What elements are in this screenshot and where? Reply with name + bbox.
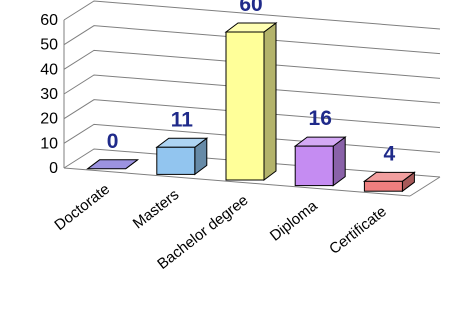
bar-front [156,146,196,175]
y-tick-label: 60 [40,12,58,29]
bar [224,22,278,181]
gridline [63,74,441,104]
data-labels: 0 11 60 16 4 [107,0,396,165]
gridline [63,49,441,79]
data-label: 0 [107,130,119,153]
bar-front [225,31,265,181]
bar-side [263,22,277,181]
y-axis-ticks: 0 10 20 30 40 50 60 [40,12,58,177]
bars [86,22,416,193]
category-label: Doctorate [51,181,113,234]
data-label: 4 [384,142,396,165]
y-tick-label: 30 [40,86,58,103]
gridline [63,25,441,55]
y-tick-label: 50 [40,37,58,54]
bar [86,159,140,170]
y-tick-label: 40 [40,61,58,78]
floor-right-edge [409,176,441,197]
gridline [63,99,441,129]
gridlines [63,0,441,197]
category-label: Masters [130,186,183,232]
bar-front [363,180,403,192]
data-label: 60 [239,0,262,16]
bar-front [294,145,334,187]
gridline [63,0,441,30]
data-label: 11 [171,108,194,131]
x-axis-line [63,167,411,197]
category-label: Diploma [267,197,321,245]
bar-top [86,159,140,170]
bar [155,137,209,176]
category-label: Certificate [326,203,390,258]
y-tick-label: 10 [40,135,58,152]
y-tick-label: 20 [40,111,58,128]
bar [293,136,347,187]
bar [362,171,416,193]
y-tick-label: 0 [49,160,58,177]
data-label: 16 [309,107,332,130]
